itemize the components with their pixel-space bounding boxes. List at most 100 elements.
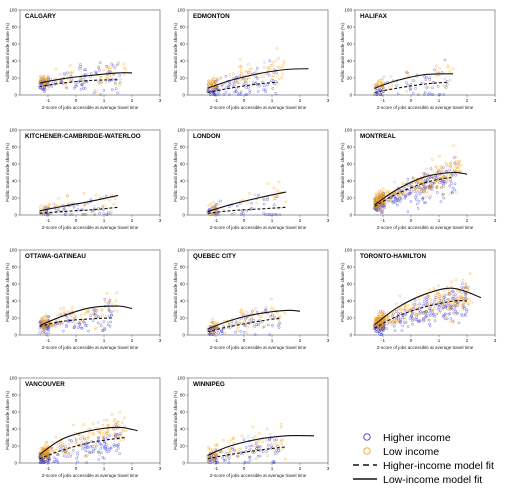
point-low-income bbox=[39, 459, 43, 463]
point-higher-income bbox=[47, 325, 51, 329]
point-low-income bbox=[440, 193, 444, 197]
legend-label-higher: Higher income bbox=[383, 432, 451, 444]
point-higher-income bbox=[255, 323, 259, 326]
point-low-income bbox=[86, 453, 89, 457]
point-low-income bbox=[466, 302, 470, 305]
x-axis-label: Z-score of jobs accessible at average tr… bbox=[377, 105, 474, 110]
point-low-income bbox=[468, 298, 471, 302]
point-low-income bbox=[447, 307, 451, 311]
point-low-income bbox=[81, 81, 85, 85]
point-low-income bbox=[447, 66, 451, 69]
point-higher-income bbox=[72, 326, 76, 330]
point-low-income bbox=[112, 428, 116, 432]
point-low-income bbox=[257, 314, 261, 318]
point-higher-income bbox=[265, 198, 269, 202]
point-higher-income bbox=[80, 326, 84, 330]
point-higher-income bbox=[108, 298, 112, 302]
point-low-income bbox=[211, 213, 215, 216]
point-higher-income bbox=[240, 211, 244, 214]
point-low-income bbox=[381, 85, 384, 89]
panel-title: VANCOUVER bbox=[25, 381, 65, 388]
point-low-income bbox=[56, 447, 59, 450]
point-higher-income bbox=[53, 460, 56, 463]
point-low-income bbox=[261, 326, 265, 329]
point-low-income bbox=[258, 444, 262, 448]
point-higher-income bbox=[254, 441, 258, 445]
point-low-income bbox=[376, 315, 380, 319]
point-low-income bbox=[101, 423, 105, 427]
y-axis-label: Public transit mode share (%) bbox=[173, 22, 178, 82]
point-higher-income bbox=[97, 66, 101, 70]
point-low-income bbox=[233, 323, 237, 327]
point-low-income bbox=[68, 64, 72, 67]
point-low-income bbox=[80, 435, 84, 438]
point-higher-income bbox=[254, 81, 258, 85]
point-low-income bbox=[379, 189, 383, 192]
point-low-income bbox=[419, 311, 422, 315]
x-axis-label: Z-score of jobs accessible at average tr… bbox=[377, 345, 474, 350]
point-higher-income bbox=[94, 71, 98, 75]
point-low-income bbox=[94, 308, 98, 311]
point-low-income bbox=[438, 305, 442, 308]
point-higher-income bbox=[83, 203, 87, 206]
point-low-income bbox=[41, 77, 44, 81]
point-higher-income bbox=[385, 327, 389, 331]
point-higher-income bbox=[414, 195, 417, 199]
point-higher-income bbox=[235, 90, 238, 93]
point-low-income bbox=[240, 434, 244, 438]
point-low-income bbox=[266, 446, 269, 449]
point-low-income bbox=[70, 452, 74, 455]
point-low-income bbox=[410, 188, 413, 192]
point-higher-income bbox=[271, 323, 274, 327]
legend: Higher income Low income Higher-income m… bbox=[353, 432, 494, 486]
point-higher-income bbox=[423, 75, 426, 79]
point-low-income bbox=[452, 304, 456, 308]
point-low-income bbox=[47, 326, 51, 330]
point-higher-income bbox=[114, 87, 118, 91]
point-low-income bbox=[434, 64, 438, 68]
point-low-income bbox=[426, 318, 430, 322]
point-higher-income bbox=[447, 302, 451, 305]
x-tick-label: 3 bbox=[159, 466, 162, 471]
point-low-income bbox=[446, 288, 449, 292]
point-higher-income bbox=[272, 203, 276, 207]
point-higher-income bbox=[428, 324, 432, 328]
point-low-income bbox=[276, 82, 279, 86]
point-higher-income bbox=[118, 74, 121, 77]
point-low-income bbox=[271, 60, 275, 64]
point-higher-income bbox=[395, 84, 398, 87]
point-low-income bbox=[118, 439, 122, 442]
y-axis-label: Public transit mode share (%) bbox=[5, 390, 10, 450]
point-higher-income bbox=[438, 309, 442, 313]
point-low-income bbox=[54, 67, 58, 71]
plot-frame bbox=[354, 249, 496, 336]
point-higher-income bbox=[72, 448, 75, 452]
point-low-income bbox=[74, 322, 77, 325]
point-higher-income bbox=[422, 311, 425, 314]
point-low-income bbox=[424, 310, 428, 313]
point-higher-income bbox=[54, 208, 58, 212]
point-low-income bbox=[248, 68, 252, 71]
point-low-income bbox=[279, 425, 283, 429]
point-higher-income bbox=[87, 450, 91, 454]
point-low-income bbox=[423, 303, 427, 306]
point-low-income bbox=[382, 203, 386, 207]
point-low-income bbox=[393, 180, 397, 184]
point-low-income bbox=[415, 304, 419, 307]
point-low-income bbox=[108, 67, 111, 71]
point-higher-income bbox=[79, 65, 83, 68]
point-low-income bbox=[274, 195, 278, 199]
point-low-income bbox=[461, 308, 465, 312]
point-higher-income bbox=[84, 213, 88, 216]
low-income-fit-line bbox=[207, 68, 309, 89]
point-low-income bbox=[115, 291, 119, 295]
point-low-income bbox=[253, 435, 257, 438]
point-low-income bbox=[404, 190, 408, 194]
point-low-income bbox=[41, 78, 45, 82]
point-low-income bbox=[449, 285, 453, 289]
point-low-income bbox=[453, 161, 456, 165]
point-low-income bbox=[240, 308, 243, 311]
point-low-income bbox=[425, 167, 428, 171]
point-higher-income bbox=[105, 450, 109, 454]
point-higher-income bbox=[443, 317, 447, 321]
